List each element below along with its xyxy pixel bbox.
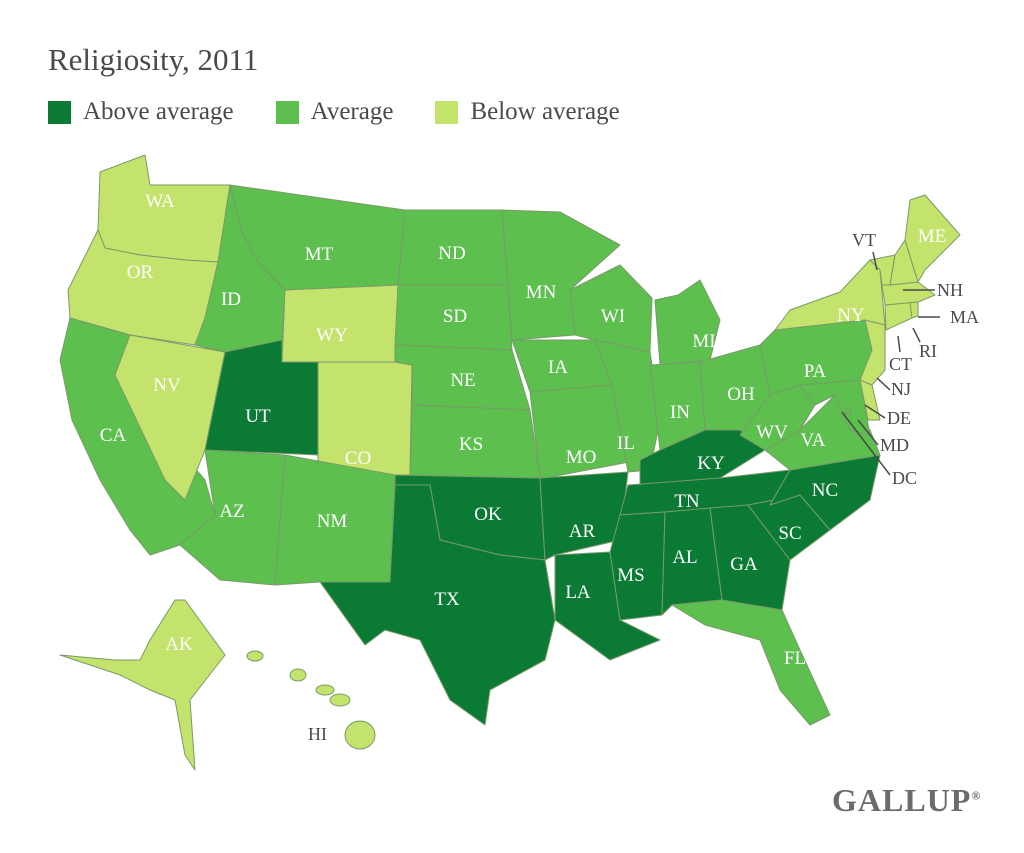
label-VT: VT [852,230,876,250]
label-NJ: NJ [891,379,911,399]
state-MI[interactable] [654,279,721,366]
label-MI: MI [692,331,715,352]
label-ME: ME [918,226,947,247]
state-NY[interactable] [774,259,886,331]
gallup-logo: GALLUP® [832,782,981,819]
label-IA: IA [548,357,568,378]
label-RI: RI [919,341,937,361]
state-MO[interactable] [529,384,641,479]
label-NV: NV [153,375,181,396]
state-DC[interactable] [844,407,852,415]
state-ME[interactable] [904,194,961,283]
legend-label-below: Below average [470,98,620,125]
label-IN: IN [670,402,690,423]
label-WY: WY [316,325,348,346]
label-LA: LA [565,582,591,603]
label-FL: FL [784,648,806,669]
label-AZ: AZ [219,501,244,522]
state-AK[interactable] [59,599,226,771]
state-AR[interactable] [539,471,629,561]
state-CT[interactable] [884,301,913,331]
brand-text: GALLUP [832,782,972,818]
state-WY[interactable] [281,284,399,363]
label-PA: PA [804,361,827,382]
label-CA: CA [100,425,127,446]
label-IL: IL [617,433,635,454]
label-CT: CT [889,354,912,374]
leader-RI [912,327,921,343]
label-GA: GA [730,554,758,575]
label-CO: CO [345,448,371,469]
label-NC: NC [812,480,838,501]
label-OR: OR [127,262,154,283]
label-ID: ID [221,289,241,310]
state-CO[interactable] [317,361,413,476]
state-TX[interactable] [319,484,556,726]
label-DC: DC [892,468,917,488]
label-VA: VA [801,430,826,451]
label-DE: DE [887,408,911,428]
label-MS: MS [617,565,644,586]
label-UT: UT [245,406,271,427]
legend-swatch-above [48,100,71,124]
leader-VT [872,251,878,271]
map-title: Religiosity, 2011 [48,42,259,77]
legend-label-above: Above average [83,98,234,125]
legend-item-average: Average [275,98,394,126]
leader-DC [841,411,891,476]
legend-item-below: Below average [435,98,620,126]
legend-label-average: Average [310,98,394,125]
state-VT[interactable] [869,254,896,286]
label-AK: AK [165,634,193,655]
leader-MD [857,419,879,446]
leader-DE [864,404,886,419]
legend-item-above: Above average [48,98,234,126]
label-MO: MO [566,447,597,468]
legend: Above average Average Below average [48,98,662,126]
legend-swatch-below [435,100,459,124]
leader-CT [897,335,901,353]
label-NY: NY [837,305,865,326]
label-WV: WV [756,422,788,443]
label-OK: OK [474,504,502,525]
label-KS: KS [459,434,483,455]
state-RI[interactable] [909,301,919,319]
label-WA: WA [145,191,175,212]
label-TX: TX [434,589,460,610]
label-AL: AL [672,547,697,568]
label-TN: TN [674,491,700,512]
state-MS[interactable] [609,511,666,621]
label-HI: HI [308,724,327,744]
label-SD: SD [443,306,467,327]
label-NM: NM [317,511,348,532]
label-NH: NH [937,280,963,300]
state-FL[interactable] [671,599,831,726]
state-GA[interactable] [709,504,791,611]
state-HI[interactable] [246,650,376,750]
label-OH: OH [727,384,755,405]
label-WI: WI [601,306,625,327]
label-NE: NE [450,370,475,391]
label-KY: KY [697,453,725,474]
label-SC: SC [778,523,801,544]
legend-swatch-average [275,100,299,124]
label-MT: MT [305,244,334,265]
label-ND: ND [438,243,465,264]
label-AR: AR [569,521,596,542]
label-MD: MD [880,435,909,455]
label-MN: MN [526,282,557,303]
leader-NJ [876,377,891,391]
brand-mark: ® [971,788,982,803]
label-MA: MA [950,307,979,327]
